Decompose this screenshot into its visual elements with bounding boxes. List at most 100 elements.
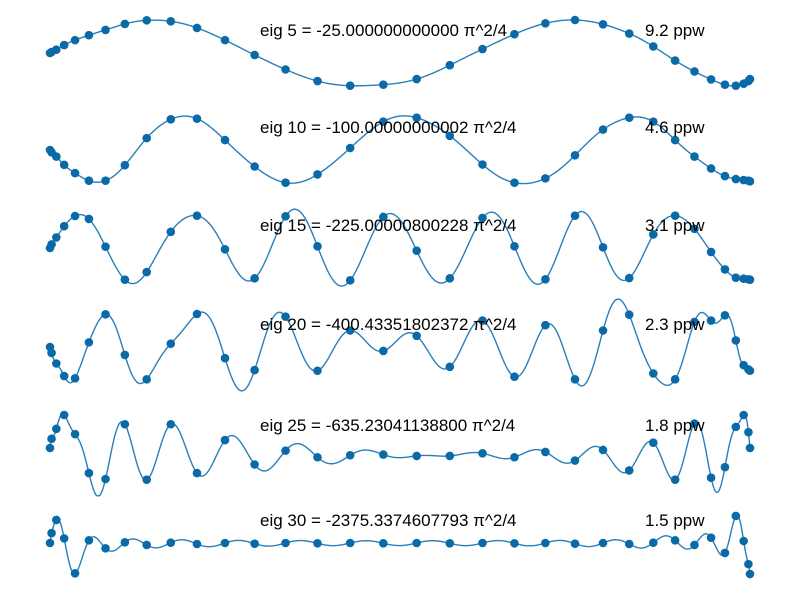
data-point — [120, 275, 130, 284]
data-point — [624, 273, 634, 283]
eig-label-15: eig 15 = -225.00000800228 π^2/4 — [260, 216, 517, 235]
data-point — [648, 117, 658, 126]
data-point — [731, 273, 741, 283]
data-point — [59, 40, 69, 50]
data-point — [445, 362, 455, 372]
data-point — [690, 152, 699, 161]
data-point — [101, 474, 110, 484]
data-point — [101, 242, 110, 251]
data-point — [220, 35, 230, 45]
data-point — [52, 359, 61, 368]
data-point — [745, 366, 755, 376]
data-point — [84, 468, 94, 478]
data-point — [478, 316, 487, 325]
data-point — [570, 375, 580, 384]
data-point — [59, 534, 69, 543]
data-point — [624, 539, 634, 549]
data-point — [281, 212, 290, 221]
data-point — [345, 326, 355, 335]
data-point — [166, 339, 176, 349]
data-point — [745, 74, 755, 84]
data-point — [166, 538, 176, 547]
data-point — [166, 17, 176, 26]
ppw-label-5: 9.2 ppw — [645, 21, 705, 40]
data-point — [142, 375, 151, 384]
data-point — [706, 533, 716, 543]
data-point — [52, 152, 61, 161]
data-point — [142, 133, 151, 143]
data-point — [690, 317, 699, 327]
data-point — [412, 451, 421, 461]
panel-eig-10: eig 10 = -100.00000000002 π^2/4 4.6 ppw — [45, 113, 755, 187]
data-point — [379, 346, 388, 356]
data-point — [510, 242, 519, 251]
data-point — [670, 475, 680, 484]
data-point — [541, 538, 550, 548]
data-point — [570, 211, 580, 220]
eig-label-5: eig 5 = -25.000000000000 π^2/4 — [260, 21, 507, 40]
data-point — [101, 543, 110, 553]
data-point — [478, 44, 487, 54]
data-point — [412, 331, 421, 341]
data-point — [570, 150, 580, 160]
data-point — [220, 135, 230, 145]
data-point — [445, 539, 455, 548]
eigenmode-line-15 — [49, 208, 751, 287]
data-point — [313, 170, 322, 179]
data-point — [744, 559, 753, 569]
data-point — [166, 419, 176, 429]
data-point — [648, 538, 658, 547]
data-point — [720, 311, 730, 320]
data-point — [250, 539, 259, 548]
data-point — [84, 536, 94, 545]
data-point — [690, 224, 699, 234]
data-point — [84, 214, 94, 224]
data-point — [70, 429, 80, 439]
data-point — [345, 450, 355, 460]
panel-eig-20: eig 20 = -400.43351802372 π^2/4 2.3 ppw — [45, 298, 755, 392]
data-point — [120, 350, 130, 360]
data-point — [598, 125, 608, 134]
data-point — [220, 353, 230, 363]
panel-eig-25: eig 25 = -635.23041138800 π^2/4 1.8 ppw — [45, 410, 755, 497]
eigenmode-line-25 — [49, 413, 751, 497]
data-point — [220, 435, 230, 445]
data-point — [648, 42, 658, 51]
eig-label-30: eig 30 = -2375.3374607793 π^2/4 — [260, 511, 517, 530]
data-point — [281, 446, 290, 455]
data-point — [47, 240, 56, 249]
data-point — [379, 539, 388, 548]
data-point — [570, 456, 580, 465]
data-point — [250, 50, 259, 60]
data-point — [142, 540, 151, 550]
data-point — [598, 538, 608, 548]
data-point — [192, 539, 202, 549]
data-point — [412, 246, 421, 255]
ppw-label-15: 3.1 ppw — [645, 216, 705, 235]
data-point — [412, 74, 421, 84]
data-point — [101, 25, 110, 35]
data-point — [45, 443, 55, 453]
data-point — [478, 538, 487, 548]
data-point — [313, 539, 322, 548]
data-point — [706, 164, 716, 173]
data-point — [70, 35, 80, 45]
panel-eig-5: eig 5 = -25.000000000000 π^2/4 9.2 ppw — [45, 15, 755, 90]
data-point — [720, 171, 730, 181]
data-point — [570, 539, 580, 548]
data-point — [192, 211, 202, 220]
data-point — [120, 538, 130, 547]
data-point — [47, 348, 56, 358]
panel-eig-30: eig 30 = -2375.3374607793 π^2/4 1.5 ppw — [45, 511, 755, 579]
data-point — [478, 448, 487, 458]
data-point — [142, 475, 151, 484]
data-point — [510, 29, 519, 39]
data-point — [45, 538, 55, 548]
data-point — [101, 176, 110, 185]
data-point — [345, 276, 355, 285]
data-point — [706, 247, 716, 257]
data-point — [192, 468, 202, 478]
data-point — [445, 60, 455, 70]
panel-eig-15: eig 15 = -225.00000800228 π^2/4 3.1 ppw — [45, 208, 755, 287]
data-point — [166, 227, 176, 237]
